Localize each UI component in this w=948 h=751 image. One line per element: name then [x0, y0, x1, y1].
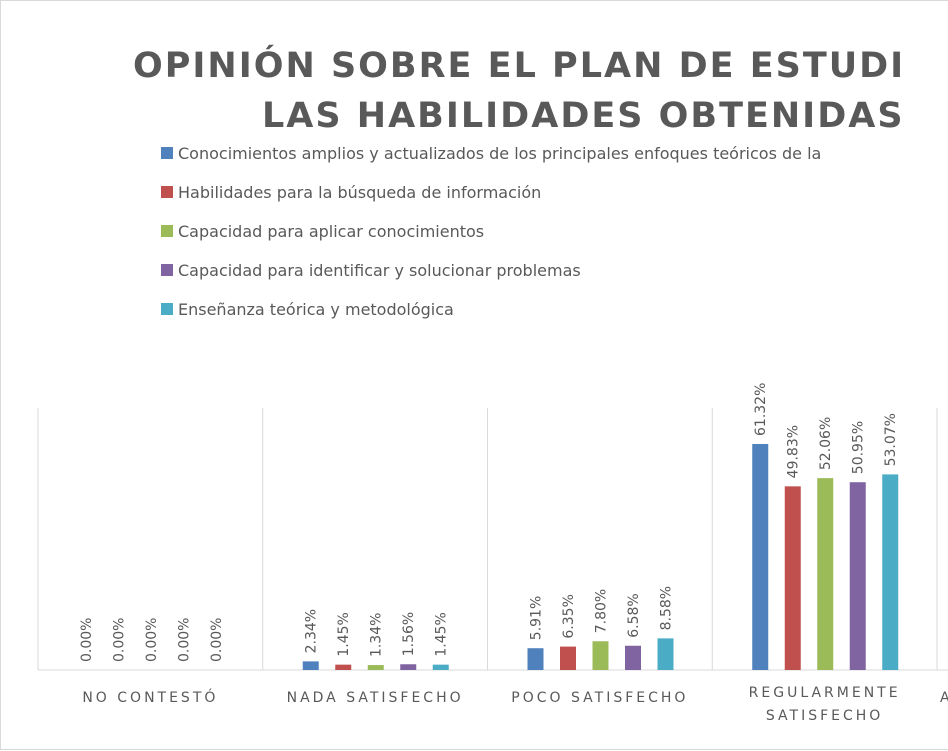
data-label: 2.34% [304, 609, 320, 653]
chart-title: LAS HABILIDADES OBTENIDAS [262, 96, 905, 136]
bar [367, 665, 384, 670]
data-label: 6.58% [626, 593, 642, 637]
x-tick-label: POCO SATISFECHO [511, 690, 688, 706]
data-label: 1.56% [401, 612, 417, 656]
legend-label: Conocimientos amplios y actualizados de … [178, 144, 821, 163]
data-label: 5.91% [529, 596, 545, 640]
legend-label: Capacidad para identificar y solucionar … [178, 261, 581, 280]
data-label: 1.34% [369, 613, 385, 657]
data-label: 50.95% [851, 421, 867, 474]
bar [335, 664, 352, 670]
bar [400, 664, 417, 670]
data-label: 0.00% [209, 618, 225, 662]
data-label: 61.32% [753, 383, 769, 436]
bar [849, 482, 866, 670]
bar [432, 664, 449, 670]
bar [752, 443, 769, 670]
legend-swatch [161, 225, 173, 237]
data-label: 49.83% [786, 425, 802, 478]
bar [592, 641, 609, 670]
legend-label: Habilidades para la búsqueda de informac… [178, 183, 541, 202]
data-label: 8.58% [659, 586, 675, 630]
bar [527, 648, 544, 670]
data-label: 0.00% [177, 618, 193, 662]
data-label: 1.45% [434, 612, 450, 656]
data-label: 7.80% [594, 589, 610, 633]
legend-swatch [161, 147, 173, 159]
chart-title: OPINIÓN SOBRE EL PLAN DE ESTUDI [133, 44, 905, 86]
x-tick-label: NADA SATISFECHO [287, 690, 464, 706]
legend-label: Enseñanza teórica y metodológica [178, 300, 454, 319]
data-label: 0.00% [144, 618, 160, 662]
bar [817, 478, 834, 670]
data-label: 1.45% [336, 612, 352, 656]
data-label: 52.06% [818, 417, 834, 470]
bar [625, 645, 641, 670]
x-tick-label: NO CONTESTÓ [82, 688, 218, 706]
data-label: 0.00% [112, 618, 128, 662]
x-tick-label: REGULARMENTE SATISFECHO [749, 685, 901, 724]
legend-label: Capacidad para aplicar conocimientos [178, 222, 484, 241]
data-label: 0.00% [79, 618, 95, 662]
legend-swatch [161, 264, 173, 276]
bar [784, 486, 801, 670]
bar [657, 638, 674, 670]
data-label: 53.07% [883, 413, 899, 466]
bar [302, 661, 319, 670]
bar [560, 646, 576, 670]
x-tick-label: A [940, 690, 948, 706]
legend-swatch [161, 186, 173, 198]
legend-swatch [161, 303, 173, 315]
data-label: 6.35% [561, 594, 577, 638]
bar [882, 474, 899, 670]
